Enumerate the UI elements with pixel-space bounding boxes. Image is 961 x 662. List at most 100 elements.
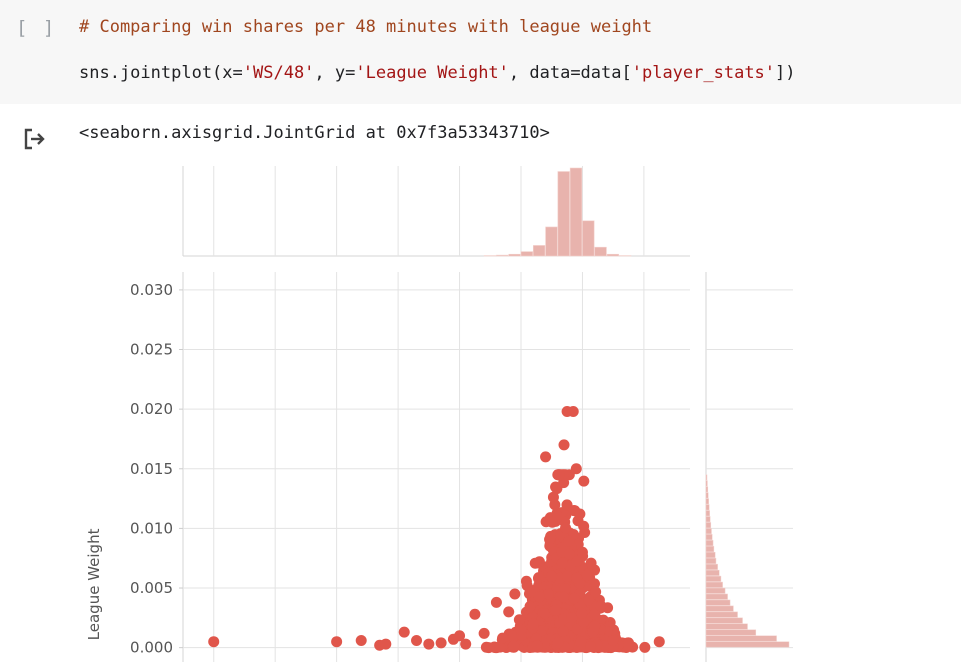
right-hist-bar [705,534,713,541]
scatter-point [576,546,588,558]
scatter-point [563,535,575,547]
scatter-point [533,556,545,568]
scatter-point [583,594,595,606]
top-hist-bar [606,253,620,257]
scatter-point [556,557,568,569]
scatter-point [552,510,564,522]
top-hist-bar [520,251,533,257]
scatter-point [527,618,539,630]
right-hist-bar [705,635,777,642]
code-fn: sns.jointplot(x= [79,63,243,83]
scatter-point [544,533,556,545]
scatter-point [536,625,548,637]
scatter-point [623,637,635,649]
scatter-point [509,588,521,600]
output-repr-text: <seaborn.axisgrid.JointGrid at 0x7f3a533… [79,123,550,143]
scatter-point [454,630,466,642]
scatter-point [576,607,588,619]
right-hist-bar [705,575,722,582]
scatter-point [560,522,572,534]
right-hist-bar [705,516,711,523]
code-line-jointplot[interactable]: sns.jointplot(x='WS/48', y='League Weigh… [79,63,796,83]
scatter-point [521,580,533,592]
scatter-point [578,520,590,532]
scatter-point [567,406,579,418]
code-comment: # Comparing win shares per 48 minutes wi… [79,17,653,37]
right-hist-bar [705,510,710,517]
y-tick-label: 0.000 [130,639,173,657]
scatter-point [550,604,562,616]
scatter-point [524,600,536,612]
scatter-point [539,608,551,620]
run-cell-button[interactable]: [ ] [16,17,57,39]
top-hist-bar [569,167,583,257]
scatter-point [595,600,607,612]
y-tick-label: 0.025 [130,341,173,359]
right-hist-bar [705,611,738,618]
scatter-point [540,451,552,463]
scatter-point [490,596,502,608]
scatter-point [549,499,561,511]
scatter-point [355,634,367,646]
top-hist-bar [496,254,509,257]
scatter-point [585,557,597,569]
right-hist-bar [705,641,790,648]
scatter-point [571,572,583,584]
code-arg-x: 'WS/48' [242,63,315,83]
right-hist-bar [705,486,709,493]
scatter-point [653,636,665,648]
right-hist-bar [705,504,710,511]
right-hist-bar [705,605,734,612]
scatter-point [551,483,563,495]
right-hist-bar [705,581,723,588]
scatter-point [435,637,447,649]
scatter-point [460,638,472,650]
scatter-point [508,640,520,652]
scatter-point [585,641,597,653]
right-hist-bar [705,563,718,570]
code-post: , data=data[ [508,63,632,83]
scatter-point [380,638,392,650]
scatter-point [398,626,410,638]
right-hist-bar [705,557,717,564]
right-hist-bar [705,617,743,624]
scatter-point [559,583,571,595]
scatter-point [589,620,601,632]
scatter-point [571,555,583,567]
scatter-point [561,570,573,582]
right-hist-bar [705,540,714,547]
top-hist-bar [545,226,558,257]
scatter-point [542,588,554,600]
right-hist-bar [705,587,726,594]
right-hist-bar [705,599,731,606]
top-hist-bar [508,253,521,257]
scatter-point [578,616,590,628]
scatter-point [581,569,593,581]
scatter-point [558,439,570,451]
scatter-point [515,624,527,636]
scatter-point [546,570,558,582]
scatter-point [503,606,515,618]
scatter-point [497,632,509,644]
scatter-point [478,627,490,639]
code-cell[interactable]: [ ] # Comparing win shares per 48 minute… [0,0,961,104]
scatter-point [558,591,570,603]
top-hist-bar [557,171,570,257]
scatter-point [575,636,587,648]
scatter-point [578,475,590,487]
scatter-point [469,608,481,620]
scatter-point [208,636,220,648]
y-tick-label: 0.010 [130,519,173,537]
scatter-point [566,612,578,624]
marginal-x-hist-axes [182,166,690,257]
scatter-point [411,634,423,646]
right-hist-bar [705,522,712,529]
right-hist-bar [705,480,708,487]
y-tick-label: 0.030 [130,281,173,299]
right-hist-bar [705,629,757,636]
scatter-point [331,636,343,648]
output-arrow-icon[interactable] [22,126,48,152]
y-axis-label: League Weight [85,528,103,640]
y-tick-label: 0.020 [130,400,173,418]
right-hist-bar [705,546,715,552]
